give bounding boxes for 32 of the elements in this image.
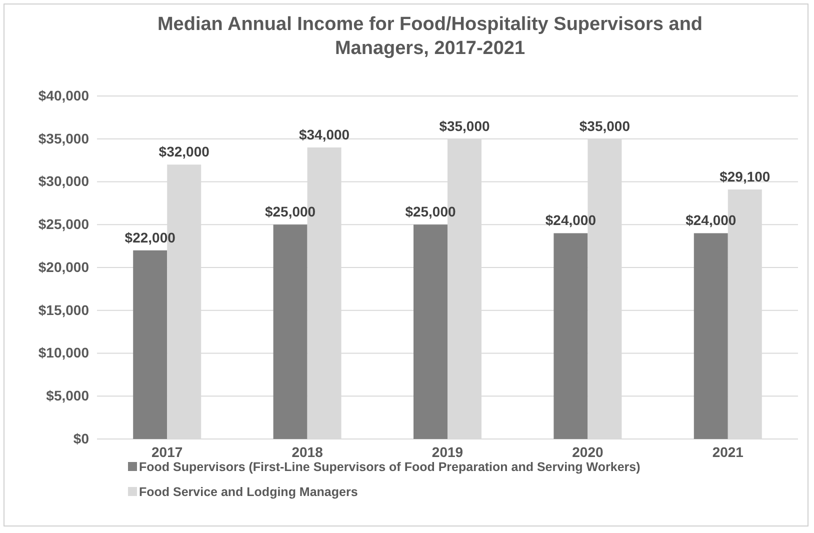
y-tick-label: $40,000 [38, 87, 90, 104]
data-label: $29,100 [720, 168, 770, 184]
data-label: $25,000 [405, 204, 456, 220]
data-label: $24,000 [545, 212, 596, 228]
x-tick-label: 2020 [572, 444, 604, 460]
chart-title: Median Annual Income for Food/Hospitality Supervisors and Managers, 2017-2021 [157, 14, 703, 59]
data-label: $25,000 [264, 204, 316, 220]
x-tick-label: 2017 [152, 444, 183, 460]
data-label: $22,000 [124, 229, 176, 246]
y-tick-label: $35,000 [38, 130, 90, 146]
x-tick-label: 2018 [292, 444, 324, 460]
bar [694, 233, 728, 439]
bar [273, 224, 308, 439]
data-label: $35,000 [439, 118, 490, 134]
x-tick-label: 2019 [432, 444, 464, 460]
legend-label: Food Supervisors (First-Line Supervisors of Food Preparation and Serving Workers) [139, 460, 640, 474]
y-tick-label: $10,000 [38, 344, 90, 361]
data-label: $35,000 [579, 118, 630, 134]
y-tick-label: $0 [73, 430, 90, 446]
bar [414, 224, 448, 439]
data-label: $34,000 [298, 126, 350, 142]
bar [554, 233, 588, 439]
bar [133, 250, 168, 439]
y-tick-label: $15,000 [38, 302, 90, 318]
legend-label: Food Service and Lodging Managers [139, 485, 358, 499]
x-tick-label: 2021 [712, 444, 744, 460]
y-tick-label: $25,000 [38, 216, 90, 232]
data-label: $32,000 [158, 144, 210, 160]
y-tick-label: $30,000 [38, 173, 90, 190]
data-label: $24,000 [686, 212, 736, 228]
y-tick-label: $5,000 [46, 388, 90, 404]
y-tick-label: $20,000 [38, 258, 90, 275]
